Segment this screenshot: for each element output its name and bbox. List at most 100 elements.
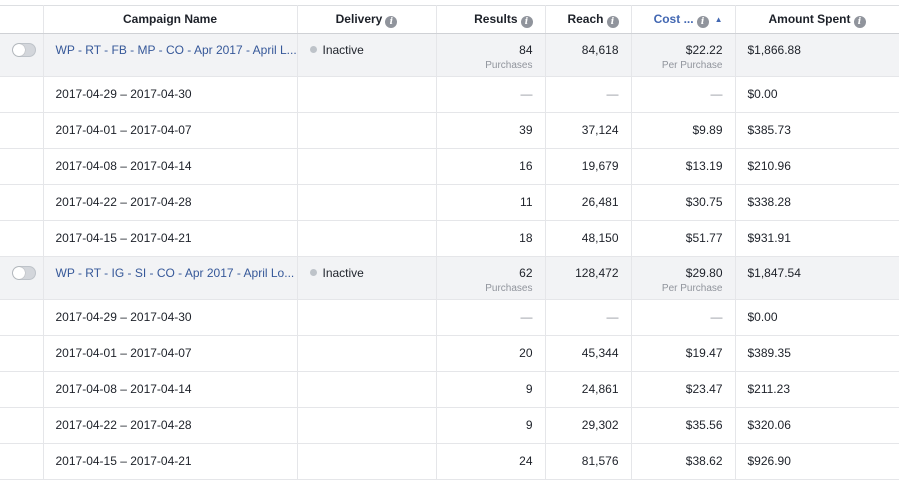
results-cell: 9 [436,371,546,408]
cost-cell: $13.19 [631,148,736,185]
reach-cell: 48,150 [545,220,632,257]
info-icon[interactable]: i [385,16,398,28]
cost-cell: $9.89 [631,112,736,149]
campaigns-table: Campaign Name Delivery i Results i Reach i … [0,5,899,480]
campaign-row[interactable]: WP - RT - IG - SI - CO - Apr 2017 - Apri… [0,256,899,300]
amount-spent-cell: $1,866.88 [735,33,899,77]
delivery-cell: Inactive [297,33,437,77]
amount-spent-cell: $385.73 [735,112,899,149]
reach-cell: 81,576 [545,443,632,480]
campaign-name-link[interactable]: WP - RT - IG - SI - CO - Apr 2017 - Apri… [55,266,295,280]
date-range-cell: 2017-04-15 – 2017-04-21 [43,443,298,480]
amount-spent-cell: $931.91 [735,220,899,257]
toggle-knob [13,267,25,279]
campaign-row[interactable]: WP - RT - FB - MP - CO - Apr 2017 - Apri… [0,33,899,77]
amount-spent-cell: $0.00 [735,76,899,113]
campaign-name-link[interactable]: WP - RT - FB - MP - CO - Apr 2017 - Apri… [55,43,297,57]
reach-cell: — [545,299,632,336]
date-range-cell: 2017-04-08 – 2017-04-14 [43,148,298,185]
amount-spent-cell: $1,847.54 [735,256,899,300]
empty-cell [0,112,44,149]
sort-ascending-icon[interactable]: ▲ [714,15,723,24]
amount-spent-cell: $389.35 [735,335,899,372]
results-cell: 39 [436,112,546,149]
column-header-amount-spent[interactable]: Amount Spent i [735,5,899,34]
empty-cell [0,335,44,372]
results-cell: 9 [436,407,546,444]
results-cell: 84 Purchases [436,33,546,77]
empty-cell [0,220,44,257]
info-icon[interactable]: i [696,16,709,28]
campaign-toggle-cell [0,256,44,300]
cost-cell: $35.56 [631,407,736,444]
column-header-reach[interactable]: Reach i [545,5,632,34]
date-breakdown-row: 2017-04-01 – 2017-04-07 39 37,124 $9.89 $385… [0,112,899,149]
column-header-campaign-name[interactable]: Campaign Name [43,5,298,34]
delivery-cell [297,148,437,185]
date-breakdown-row: 2017-04-15 – 2017-04-21 18 48,150 $51.77 $93… [0,220,899,257]
results-value: 84 [519,43,533,57]
results-cell: — [436,299,546,336]
empty-cell [0,76,44,113]
cost-cell: — [631,299,736,336]
date-breakdown-row: 2017-04-22 – 2017-04-28 9 29,302 $35.56 $320… [0,407,899,444]
results-cell: 16 [436,148,546,185]
delivery-status: Inactive [322,43,364,57]
delivery-cell [297,112,437,149]
info-icon[interactable]: i [520,16,533,28]
cost-type-label: Per Purchase [661,60,723,71]
results-cell: 62 Purchases [436,256,546,300]
cost-value: $22.22 [685,43,723,57]
amount-spent-cell: $338.28 [735,184,899,221]
results-cell: 20 [436,335,546,372]
amount-spent-cell: $926.90 [735,443,899,480]
date-breakdown-row: 2017-04-15 – 2017-04-21 24 81,576 $38.62 $92… [0,443,899,480]
delivery-cell [297,407,437,444]
campaign-toggle-cell [0,33,44,77]
reach-cell: 26,481 [545,184,632,221]
date-range-cell: 2017-04-08 – 2017-04-14 [43,371,298,408]
column-header-cost[interactable]: Cost ... i ▲ [631,5,736,34]
date-range-cell: 2017-04-29 – 2017-04-30 [43,76,298,113]
cost-type-label: Per Purchase [661,283,723,294]
date-breakdown-row: 2017-04-29 – 2017-04-30— — — $0.00 [0,76,899,113]
campaign-status-toggle[interactable] [12,266,36,280]
empty-cell [0,299,44,336]
results-value: 62 [519,266,533,280]
cost-value: $29.80 [685,266,723,280]
date-range-cell: 2017-04-22 – 2017-04-28 [43,407,298,444]
date-range-cell: 2017-04-15 – 2017-04-21 [43,220,298,257]
results-type-label: Purchases [485,60,533,71]
date-breakdown-row: 2017-04-22 – 2017-04-28 11 26,481 $30.75 $33… [0,184,899,221]
cost-cell: $22.22 Per Purchase [631,33,736,77]
reach-cell: 45,344 [545,335,632,372]
column-header-results[interactable]: Results i [436,5,546,34]
date-range-cell: 2017-04-01 – 2017-04-07 [43,335,298,372]
inactive-status-dot [309,269,317,276]
delivery-cell [297,443,437,480]
reach-cell: — [545,76,632,113]
reach-cell: 29,302 [545,407,632,444]
empty-cell [0,148,44,185]
reach-cell: 128,472 [545,256,632,300]
cost-cell: $19.47 [631,335,736,372]
delivery-cell [297,76,437,113]
reach-cell: 19,679 [545,148,632,185]
campaign-status-toggle[interactable] [12,43,36,57]
campaign-name-cell: WP - RT - FB - MP - CO - Apr 2017 - Apri… [43,33,298,77]
date-range-cell: 2017-04-29 – 2017-04-30 [43,299,298,336]
info-icon[interactable]: i [853,16,866,28]
date-breakdown-row: 2017-04-08 – 2017-04-14 16 19,679 $13.19 $21… [0,148,899,185]
table-header-row: Campaign Name Delivery i Results i Reach i … [0,5,899,34]
reach-cell: 37,124 [545,112,632,149]
empty-cell [0,184,44,221]
results-cell: 24 [436,443,546,480]
cost-cell: $23.47 [631,371,736,408]
toggle-column-header [0,5,44,34]
reach-cell: 24,861 [545,371,632,408]
date-breakdown-row: 2017-04-01 – 2017-04-07 20 45,344 $19.47 $38… [0,335,899,372]
inactive-status-dot [309,46,317,53]
delivery-cell [297,184,437,221]
info-icon[interactable]: i [606,16,619,28]
column-header-delivery[interactable]: Delivery i [297,5,437,34]
